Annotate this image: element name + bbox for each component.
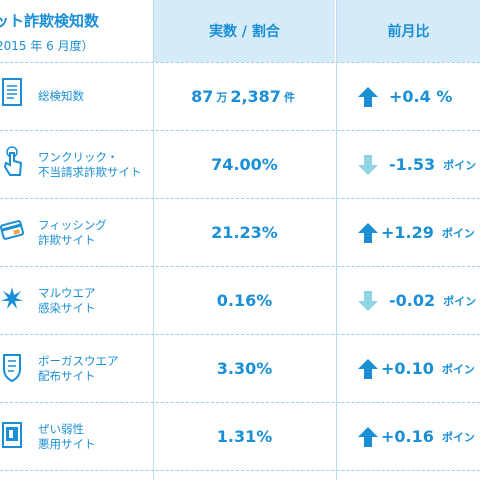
credit-card-icon <box>0 220 25 240</box>
row-label-line1: マルウエア <box>38 285 96 300</box>
row-value: 3.30% <box>216 359 273 378</box>
row-label-line2: 詐欺サイト <box>38 232 96 247</box>
row-change: +0.4 % <box>337 63 480 130</box>
table-row-phishing: フィッシング 詐欺サイト 21.23% +1.29 ポイン <box>0 198 480 266</box>
column-divider <box>153 0 154 480</box>
table-row-malware: マルウエア 感染サイト 0.16% -0.02 ポイン <box>0 266 480 334</box>
change-value: -0.02 <box>389 291 436 310</box>
row-label-line2: 不当請求詐欺サイト <box>38 164 142 179</box>
row-label-line1: ワンクリック・ <box>38 149 119 164</box>
change-value: +0.16 <box>381 427 434 446</box>
table-row-vulnerability: ぜい弱性 悪用サイト 1.31% +0.16 ポイン <box>0 402 480 470</box>
row-label-line2: 悪用サイト <box>38 436 96 451</box>
row-change: -1.53 ポイン <box>337 131 480 198</box>
arrow-up-icon <box>358 426 378 447</box>
table-row-oneclick: ワンクリック・ 不当請求詐欺サイト 74.00% -1.53 ポイン <box>0 130 480 198</box>
row-value: 0.16% <box>216 291 273 310</box>
arrow-up-icon <box>358 86 378 107</box>
change-value: -1.53 <box>389 155 436 174</box>
table-title: ット詐欺検知数 <box>0 12 100 30</box>
value-unit-ken: 件 <box>283 90 295 104</box>
change-unit: ポイン <box>443 158 477 172</box>
arrow-down-icon <box>358 290 378 311</box>
row-label: 総検知数 <box>38 63 152 130</box>
row-label: フィッシング 詐欺サイト <box>38 199 152 266</box>
change-unit: ポイン <box>441 362 475 376</box>
table-subtitle: 2015 年 6 月度） <box>0 39 94 53</box>
table-bottom-divider <box>0 470 480 481</box>
virus-icon <box>1 287 23 309</box>
column-divider <box>336 0 337 480</box>
vulnerable-window-icon <box>2 422 22 448</box>
change-unit: ポイン <box>441 226 475 240</box>
table-title-block: ット詐欺検知数 2015 年 6 月度） <box>0 0 152 72</box>
table-row-total: 総検知数 87 万 2,387 件 +0.4 % <box>0 62 480 130</box>
value-number-rest: 2,387 <box>230 87 281 106</box>
arrow-down-icon <box>358 154 378 175</box>
row-label: ボーガスウエア 配布サイト <box>38 335 152 402</box>
row-change: +0.16 ポイン <box>337 403 480 470</box>
value-number: 87 <box>191 87 214 106</box>
change-unit: ポイン <box>441 430 475 444</box>
row-label-line2: 配布サイト <box>38 368 96 383</box>
hand-click-icon <box>3 146 23 176</box>
arrow-up-icon <box>358 358 378 379</box>
row-change: -0.02 ポイン <box>337 267 480 334</box>
value-unit-man: 万 <box>216 90 228 104</box>
row-label-line2: 感染サイト <box>38 300 96 315</box>
change-unit: ポイン <box>443 294 477 308</box>
row-label-line1: 総検知数 <box>38 89 84 103</box>
change-value: +0.4 % <box>389 87 453 106</box>
row-value: 1.31% <box>216 427 273 446</box>
change-value: +0.10 <box>381 359 434 378</box>
row-value: 21.23% <box>211 223 278 242</box>
row-label-line1: フィッシング <box>38 217 107 232</box>
row-label-line1: ぜい弱性 <box>38 421 84 436</box>
row-value: 87 万 2,387 件 <box>154 63 335 130</box>
document-icon <box>2 78 22 106</box>
row-label: ぜい弱性 悪用サイト <box>38 403 152 470</box>
row-label-line1: ボーガスウエア <box>38 353 119 368</box>
row-label: ワンクリック・ 不当請求詐欺サイト <box>38 131 152 198</box>
row-value: 74.00% <box>211 155 278 174</box>
column-header-compare: 前月比 <box>337 0 480 62</box>
column-header-value: 実数 / 割合 <box>154 0 335 62</box>
table-row-bogusware: ボーガスウエア 配布サイト 3.30% +0.10 ポイン <box>0 334 480 402</box>
fake-shield-icon <box>3 354 21 383</box>
change-value: +1.29 <box>381 223 434 242</box>
row-label: マルウエア 感染サイト <box>38 267 152 334</box>
row-change: +0.10 ポイン <box>337 335 480 402</box>
row-change: +1.29 ポイン <box>337 199 480 266</box>
arrow-up-icon <box>358 222 378 243</box>
